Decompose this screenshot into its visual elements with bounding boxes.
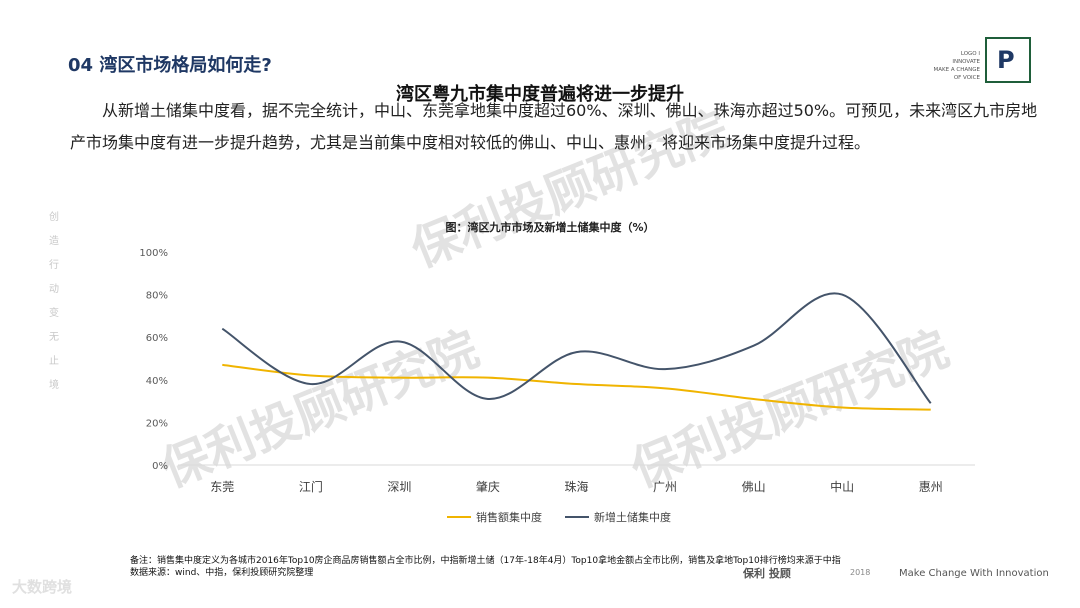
side-char: 动 (49, 284, 59, 295)
y-tick-label: 60% (146, 333, 168, 344)
x-tick-label: 珠海 (564, 479, 588, 494)
headline: 湾区粤九市集中度普遍将进一步提升 (396, 84, 684, 105)
y-tick-label: 80% (146, 291, 168, 302)
logo-line: LOGO I (960, 51, 980, 57)
series-line-1 (221, 292, 932, 404)
side-char: 创 (49, 212, 59, 223)
logo-line: INNOVATE (952, 59, 980, 65)
source-line: 数据来源：wind、中指，保利投顾研究院整理 (130, 568, 314, 578)
side-char: 变 (49, 308, 59, 319)
x-tick-label: 肇庆 (476, 479, 500, 494)
x-tick-label: 江门 (299, 479, 323, 494)
chart-title: 图：湾区九市市场及新增土储集中度（%） (445, 221, 655, 234)
footer-year: 2018 (850, 568, 871, 577)
y-tick-labels: 0% 20% 40% 60% 80% 100% (139, 248, 168, 472)
x-tick-label: 东莞 (210, 480, 234, 494)
section-title: 04 湾区市场格局如何走? (68, 55, 272, 76)
logo-frame (985, 37, 1031, 83)
x-tick-label: 中山 (830, 479, 854, 494)
x-tick-label: 深圳 (387, 480, 411, 494)
side-char: 止 (49, 356, 59, 367)
series-lines (221, 292, 932, 411)
chart-notes: 备注：销售集中度定义为各城市2016年Top10房企商品房销售额占全市比例，中指… (130, 555, 841, 579)
logo-tagline: LOGO I INNOVATE MAKE A CHANGE OF VOICE (932, 50, 980, 82)
legend: 销售额集中度 新增土储集中度 (447, 510, 671, 524)
legend-label: 新增土储集中度 (594, 510, 671, 524)
series-line-0 (222, 363, 931, 411)
x-tick-label: 佛山 (742, 480, 766, 494)
body-paragraph: 从新增土储集中度看，据不完全统计，中山、东莞拿地集中度超过60%、深圳、佛山、珠… (70, 101, 1038, 152)
side-char: 无 (49, 332, 59, 343)
y-tick-label: 40% (146, 376, 168, 387)
x-tick-labels: 东莞 江门 深圳 肇庆 珠海 广州 佛山 中山 惠州 (210, 479, 942, 494)
side-char: 境 (49, 380, 59, 391)
logo-line: OF VOICE (953, 75, 980, 81)
y-tick-label: 100% (139, 248, 168, 259)
y-tick-label: 20% (146, 418, 168, 429)
logo-letter: P (997, 46, 1015, 74)
x-tick-label: 广州 (653, 480, 677, 494)
legend-label: 销售额集中度 (476, 510, 542, 524)
side-slogan: 创 造 行 动 变 无 止 境 (46, 212, 62, 404)
side-char: 行 (49, 260, 59, 271)
logo-line: MAKE A CHANGE (933, 67, 980, 73)
notes-line: 备注：销售集中度定义为各城市2016年Top10房企商品房销售额占全市比例，中指… (130, 556, 841, 566)
side-char: 造 (49, 236, 59, 247)
x-tick-label: 惠州 (919, 480, 943, 494)
footer-brand: 保利 投顾 (743, 567, 791, 580)
corner-watermark: 大数跨境 (12, 578, 73, 596)
y-tick-label: 0% (152, 461, 168, 472)
footer-slogan: Make Change With Innovation (899, 568, 1049, 579)
